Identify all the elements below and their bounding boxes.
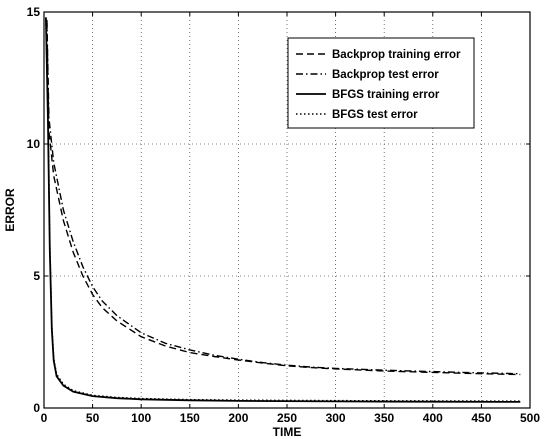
x-tick-label: 350	[374, 411, 394, 425]
y-axis-label: ERROR	[3, 188, 17, 232]
x-tick-label: 400	[423, 411, 443, 425]
legend-label: Backprop test error	[332, 69, 439, 81]
legend-label: BFGS training error	[332, 89, 440, 101]
x-tick-label: 500	[520, 411, 540, 425]
x-tick-label: 300	[326, 411, 346, 425]
series-line-1	[46, 22, 521, 376]
legend-label: BFGS test error	[332, 109, 418, 121]
legend-box	[287, 37, 475, 129]
y-tick-label: 0	[33, 401, 40, 415]
legend: Backprop training error Backprop test err…	[287, 37, 475, 129]
y-tick-label: 15	[27, 5, 41, 19]
legend-label: Backprop training error	[332, 49, 461, 61]
x-tick-label: 200	[228, 411, 248, 425]
x-tick-label: 100	[131, 411, 151, 425]
x-tick-label: 450	[471, 411, 491, 425]
x-tick-label: 150	[180, 411, 200, 425]
x-tick-label: 50	[86, 411, 100, 425]
x-tick-label: 0	[41, 411, 48, 425]
axis-ticks: 0 50 100 150 200 250 300 350 400 450 500 0 5 10 15	[27, 5, 541, 425]
y-tick-label: 10	[27, 137, 41, 151]
series-line-2	[46, 19, 521, 375]
y-tick-label: 5	[33, 269, 40, 283]
series-lines	[45, 17, 521, 403]
series-line-4	[45, 19, 521, 402]
x-axis-label: TIME	[273, 425, 302, 439]
x-tick-label: 250	[277, 411, 297, 425]
